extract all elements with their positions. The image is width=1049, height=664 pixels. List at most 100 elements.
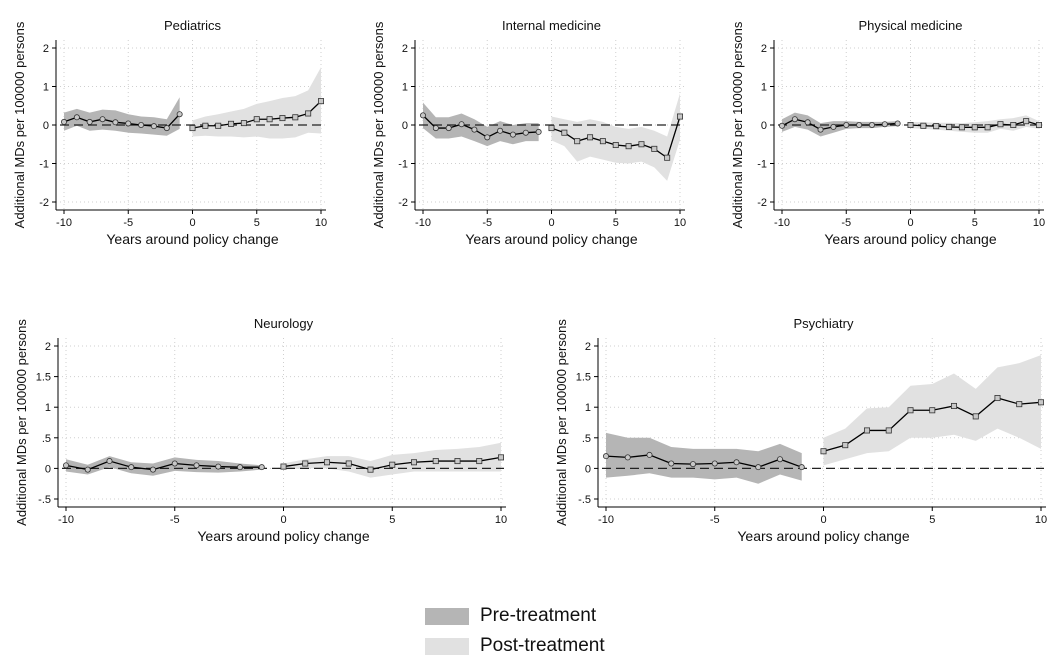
x-tick-label: -5 [482,217,492,229]
y-tick-label: -1 [757,159,767,171]
x-axis-label: Years around policy change [737,528,909,544]
data-point [1036,122,1043,129]
y-tick-label: 1 [43,82,49,94]
data-point [522,129,529,136]
data-point [777,456,784,463]
data-point [253,116,260,123]
data-point [367,466,374,473]
x-tick-label: 10 [495,514,507,526]
x-axis-label: Years around policy change [824,231,996,247]
data-point [646,451,653,458]
data-point [458,121,465,128]
data-point [798,464,805,471]
y-tick-label: 2 [45,341,51,353]
series-line [65,460,262,471]
data-point [907,122,914,129]
y-tick-label: -1 [39,159,49,171]
y-tick-label: 2 [402,43,408,55]
ci-band-post [283,442,501,478]
data-point [292,114,299,121]
x-tick-label: 10 [1033,217,1045,229]
panel-title: Physical medicine [858,18,962,33]
data-point [476,458,483,465]
data-point [99,116,106,123]
legend: Pre-treatment Post-treatment [425,605,725,661]
ci-band-pre [606,432,802,484]
x-tick-label: -5 [170,514,180,526]
y-tick-label: -2 [757,197,767,209]
panel-title: Internal medicine [502,18,601,33]
data-point [432,458,439,465]
ci-band-pre [64,97,180,136]
data-point [171,460,178,467]
data-point [907,407,914,414]
series-line [63,113,181,129]
data-point [215,122,222,129]
data-point [410,459,417,466]
data-point [603,453,610,460]
data-point [885,427,892,434]
x-tick-label: 0 [907,217,913,229]
data-point [305,110,312,117]
data-point [842,442,849,449]
y-tick-label: 1.5 [36,372,51,384]
data-point [317,98,324,105]
x-tick-label: 5 [972,217,978,229]
series-line [422,114,539,139]
data-point [63,462,70,469]
x-tick-label: -5 [123,217,133,229]
data-point [624,454,631,461]
data-point [112,119,119,126]
x-axis-label: Years around policy change [197,528,369,544]
data-point [651,145,658,152]
data-point [690,461,697,468]
data-point [997,121,1004,128]
y-tick-label: 0 [585,463,591,475]
chart-panel: -.5 0 .5 1 1.5 2 -10 -5 0 5 10 Neurology Years aroun… [14,316,507,544]
data-point [240,120,247,127]
x-tick-label: 10 [1035,514,1047,526]
data-point [228,120,235,127]
data-point [1038,399,1045,406]
x-tick-label: 5 [389,514,395,526]
y-tick-label: -2 [398,197,408,209]
data-point [677,113,684,120]
y-axis-label: Additional MDs per 100000 persons [730,21,745,228]
data-point [984,124,991,131]
legend-label-pre: Pre-treatment [480,605,597,626]
x-tick-label: -10 [415,217,431,229]
y-tick-label: -2 [39,197,49,209]
data-point [497,454,504,461]
x-tick-label: -5 [710,514,720,526]
panel-title: Neurology [254,316,314,331]
data-point [843,122,850,129]
data-point [972,413,979,420]
data-point [258,464,265,471]
data-point [664,154,671,161]
x-tick-label: 0 [189,217,195,229]
data-point [1023,118,1030,125]
data-point [236,464,243,471]
data-point [202,122,209,129]
data-point [509,131,516,138]
x-tick-label: -5 [841,217,851,229]
legend-item-post: Post-treatment [425,635,725,657]
data-point [73,114,80,121]
data-point [280,463,287,470]
ci-band-post [192,67,321,139]
x-tick-label: -10 [56,217,72,229]
data-point [804,119,811,126]
data-point [323,459,330,466]
data-point [958,124,965,131]
y-axis-label: Additional MDs per 100000 persons [554,319,569,526]
data-point [419,112,426,119]
data-point [994,395,1001,402]
data-point [445,125,452,132]
legend-label-post: Post-treatment [480,635,605,656]
data-point [638,141,645,148]
data-point [138,122,145,129]
y-tick-label: -1 [398,159,408,171]
